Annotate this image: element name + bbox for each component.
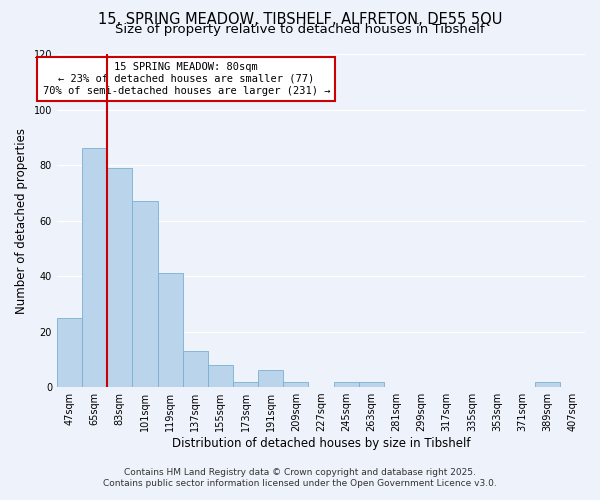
Bar [208, 365, 233, 387]
Bar [182, 351, 208, 387]
Bar [133, 201, 158, 387]
Bar [107, 168, 133, 387]
Text: Size of property relative to detached houses in Tibshelf: Size of property relative to detached ho… [115, 22, 485, 36]
Bar [334, 382, 359, 387]
Text: 15, SPRING MEADOW, TIBSHELF, ALFRETON, DE55 5QU: 15, SPRING MEADOW, TIBSHELF, ALFRETON, D… [98, 12, 502, 28]
Bar [82, 148, 107, 387]
Bar [158, 274, 182, 387]
Y-axis label: Number of detached properties: Number of detached properties [15, 128, 28, 314]
Bar [258, 370, 283, 387]
X-axis label: Distribution of detached houses by size in Tibshelf: Distribution of detached houses by size … [172, 437, 470, 450]
Bar [535, 382, 560, 387]
Bar [57, 318, 82, 387]
Text: 15 SPRING MEADOW: 80sqm
← 23% of detached houses are smaller (77)
70% of semi-de: 15 SPRING MEADOW: 80sqm ← 23% of detache… [43, 62, 330, 96]
Bar [359, 382, 384, 387]
Text: Contains HM Land Registry data © Crown copyright and database right 2025.
Contai: Contains HM Land Registry data © Crown c… [103, 468, 497, 487]
Bar [233, 382, 258, 387]
Bar [283, 382, 308, 387]
